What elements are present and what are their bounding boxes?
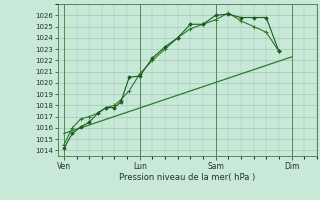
X-axis label: Pression niveau de la mer( hPa ): Pression niveau de la mer( hPa ) <box>119 173 255 182</box>
